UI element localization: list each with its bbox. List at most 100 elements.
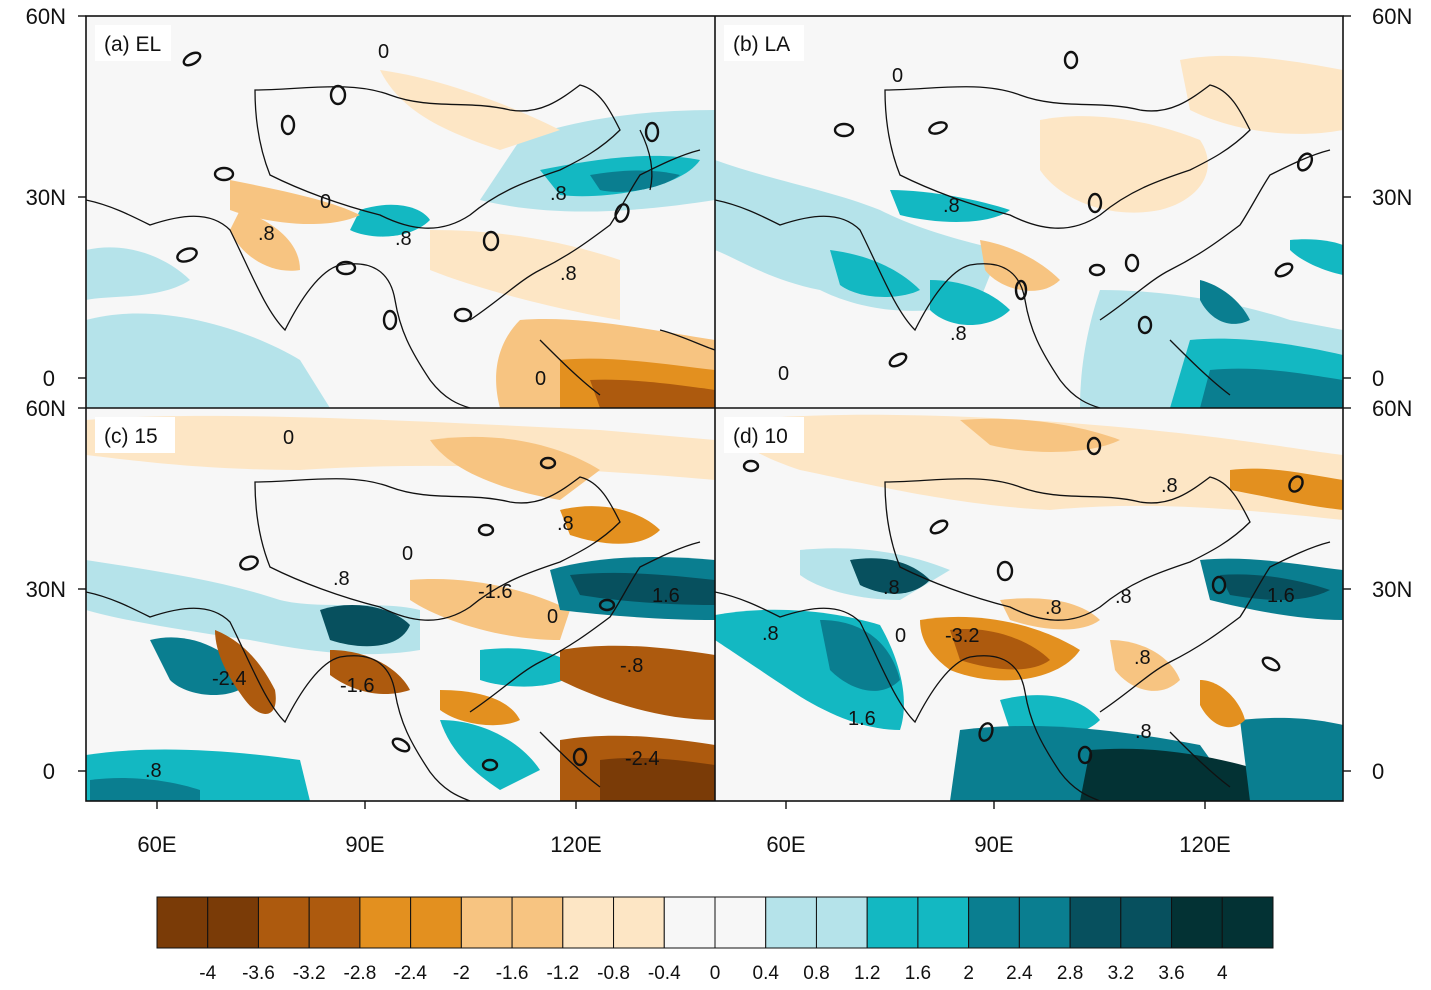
colorbar-cell	[1171, 896, 1223, 949]
colorbar-label: -4	[199, 963, 216, 984]
contour-label: .8	[258, 223, 275, 245]
lat-label: 0	[1372, 759, 1384, 784]
lat-label: 0	[1372, 366, 1384, 391]
contour-label: .8	[1161, 475, 1178, 497]
panel-b: 0 .8 .8 0 (b) LA	[715, 16, 1343, 408]
colorbar-labels: -4 -3.6 -3.2 -2.8 -2.4 -2 -1.6 -1.2 -0.8 -0.4 0 0.4…	[199, 963, 1228, 984]
colorbar-cell	[1120, 896, 1173, 949]
lat-label: 30N	[1372, 185, 1412, 210]
panel-b-label-box	[724, 25, 804, 61]
colorbar-label: -1.6	[496, 963, 529, 984]
panel-a-label-box	[95, 25, 171, 61]
contour-label: 1.6	[1267, 585, 1295, 607]
colorbar-cell	[714, 896, 767, 949]
lat-label: 0	[43, 366, 55, 391]
lon-label: 120E	[550, 832, 601, 857]
lon-label: 120E	[1179, 832, 1230, 857]
panel-c-zero-contours	[239, 456, 616, 772]
colorbar-label: 4	[1217, 963, 1228, 984]
contour-label: .8	[1115, 586, 1132, 608]
panel-b-contour-labels: 0 .8 .8 0	[778, 65, 967, 385]
colorbar-cell	[207, 896, 259, 949]
lat-label: 60N	[26, 4, 66, 29]
panel-d-label-box	[724, 417, 804, 453]
contour-label: -3.2	[945, 625, 979, 647]
colorbar-label: -2.8	[344, 963, 377, 984]
contour-label: .8	[943, 195, 960, 217]
colorbar-label: 2.8	[1057, 963, 1083, 984]
lon-label: 60E	[766, 832, 805, 857]
lat-label: 30N	[26, 577, 66, 602]
panel-b-label: (b) LA	[733, 33, 790, 56]
contour-label: 0	[535, 368, 546, 390]
lon-label: 90E	[974, 832, 1013, 857]
panel-c: 0 0 .8 -1.6 1.6 0 -2.4 -1.6 -.8 -2.4 .8 …	[86, 408, 715, 801]
panel-c-label: (c) 15	[104, 425, 158, 448]
colorbar-label: 3.2	[1108, 963, 1134, 984]
panel-c-field	[86, 408, 715, 801]
contour-label: 0	[283, 427, 294, 449]
panel-d-label: (d) 10	[733, 425, 788, 448]
lat-label: 60N	[1372, 4, 1412, 29]
colorbar-cell	[562, 896, 615, 949]
panel-c-contour-labels: 0 0 .8 -1.6 1.6 0 -2.4 -1.6 -.8 -2.4 .8 …	[145, 427, 680, 782]
contour-label: .8	[950, 323, 967, 345]
contour-label: -1.6	[340, 675, 374, 697]
panel-a-coastlines	[86, 84, 715, 408]
colorbar-cell	[663, 896, 716, 949]
colorbar-cell	[359, 896, 412, 949]
colorbar-cell	[613, 896, 665, 949]
panel-b-zero-contours	[833, 50, 1314, 368]
colorbar-label: 0.4	[753, 963, 780, 984]
colorbar-label: 3.6	[1158, 963, 1184, 984]
colorbar-cell	[257, 896, 310, 949]
colorbar-cell	[815, 896, 868, 949]
contour-label: 1.6	[848, 708, 876, 730]
lon-label: 60E	[137, 832, 176, 857]
colorbar-label: -0.4	[648, 963, 681, 984]
colorbar-cell	[866, 896, 919, 949]
panel-a-contour-labels: 0 .8 .8 .8 .8 0 0	[258, 41, 577, 390]
lat-label: 0	[43, 759, 55, 784]
lat-label: 30N	[1372, 577, 1412, 602]
contour-label: 0	[320, 191, 331, 213]
contour-label: .8	[145, 760, 162, 782]
colorbar-cell	[410, 896, 462, 949]
colorbar-cell	[1221, 896, 1274, 949]
panel-b-coastlines	[715, 84, 1331, 408]
colorbar-label: 0.8	[803, 963, 829, 984]
contour-label: .8	[1134, 647, 1151, 669]
contour-label: 0	[378, 41, 389, 63]
colorbar	[156, 896, 1274, 949]
colorbar-cell	[511, 896, 564, 949]
contour-label: 0	[547, 606, 558, 628]
panel-d-contour-labels: .8 .8 .8 .8 1.6 .8 0 -3.2 .8 1.6 .8	[762, 475, 1295, 743]
colorbar-cell	[308, 896, 361, 949]
contour-label: 0	[892, 65, 903, 87]
panel-d-zero-contours	[742, 436, 1304, 765]
panel-c-coastlines	[86, 476, 701, 801]
colorbar-cell	[460, 896, 513, 949]
panel-c-label-box	[95, 417, 175, 453]
contour-label: .8	[550, 183, 567, 205]
contour-label: -1.6	[478, 581, 512, 603]
colorbar-label: 2	[963, 963, 974, 984]
axis-ticks	[78, 15, 1351, 809]
contour-label: .8	[560, 263, 577, 285]
panel-a-label: (a) EL	[104, 33, 161, 56]
contour-label: 0	[895, 625, 906, 647]
contour-label: 1.6	[652, 585, 680, 607]
lon-labels: 60E 90E 120E 60E 90E 120E	[137, 832, 1230, 857]
panel-d-coastlines	[715, 476, 1331, 801]
panel-d: .8 .8 .8 .8 1.6 .8 0 -3.2 .8 1.6 .8 (d) …	[715, 408, 1343, 801]
colorbar-label: 0	[710, 963, 721, 984]
colorbar-cell	[1018, 896, 1071, 949]
contour-label: .8	[395, 228, 412, 250]
panel-b-field	[715, 16, 1343, 408]
colorbar-label: -3.6	[242, 963, 275, 984]
contour-label: -.8	[620, 655, 643, 677]
colorbar-cell	[156, 896, 209, 949]
contour-label: -2.4	[625, 748, 659, 770]
colorbar-cell	[1069, 896, 1122, 949]
